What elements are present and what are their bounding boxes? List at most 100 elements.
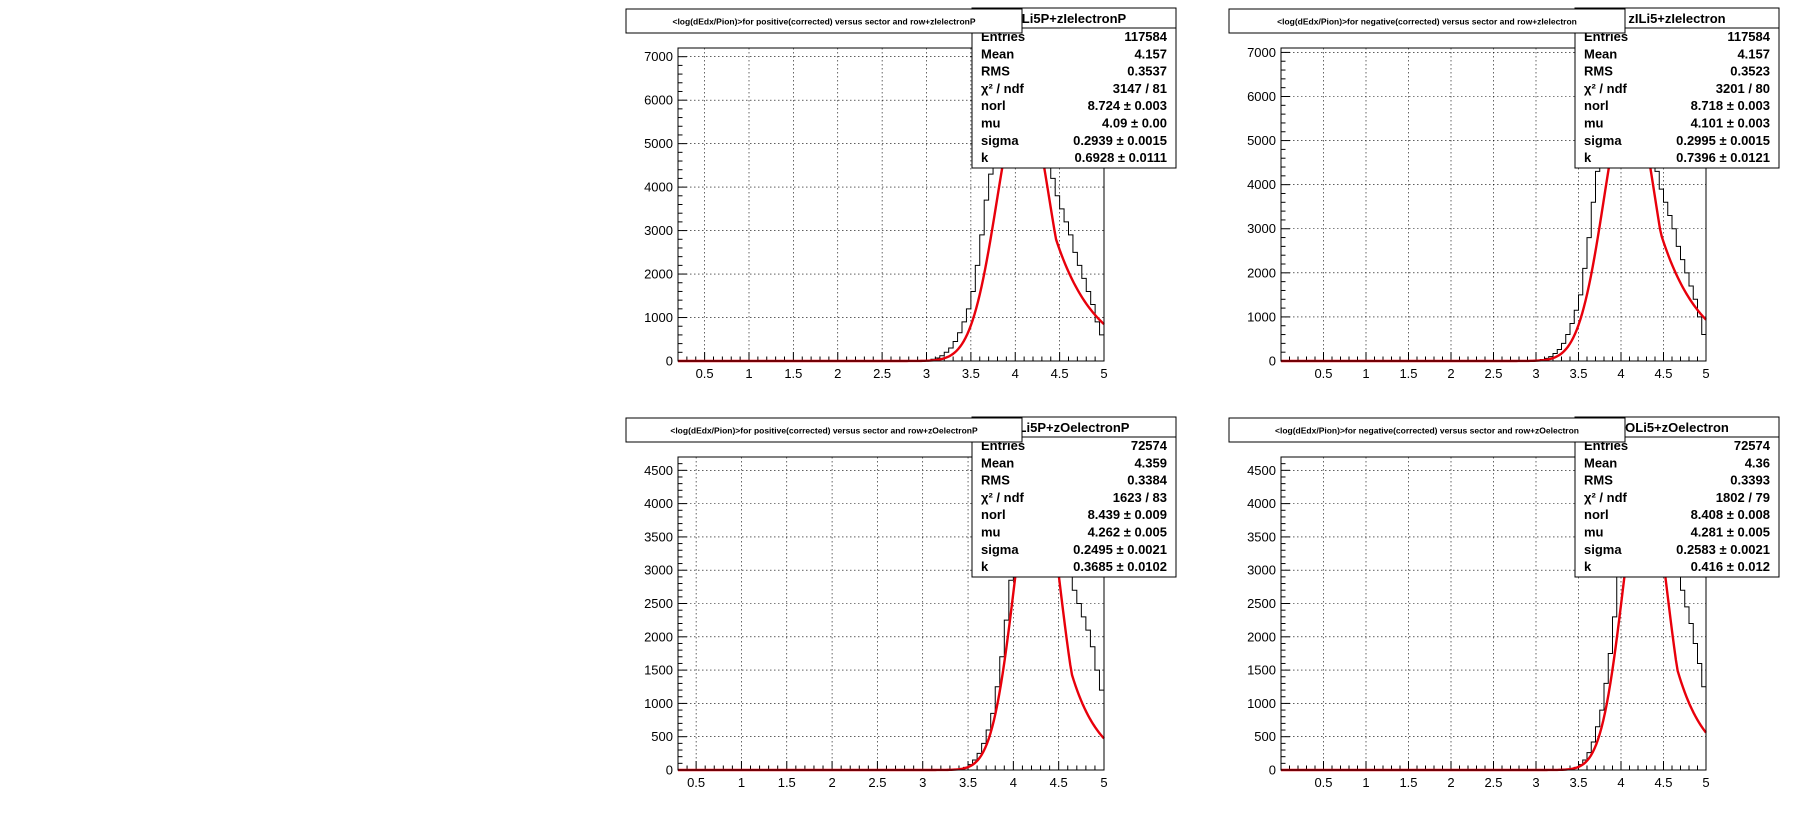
y-tick-label: 4500 [1247, 463, 1276, 478]
stats-entry-name: χ² / ndf [981, 490, 1025, 505]
title-box [1228, 417, 1626, 443]
x-tick-label: 4.5 [1654, 775, 1672, 790]
y-tick-label: 1000 [1247, 309, 1276, 324]
histogram-panel-3: 0.5 1 1.5 2 2.5 3 3.5 4 4.5 5 0 500 1000 1500 2000 2500… [625, 416, 1177, 790]
stats-entry-name: sigma [981, 133, 1019, 148]
stats-entry-name: sigma [1584, 133, 1622, 148]
x-tick-label: 3 [1532, 366, 1539, 381]
stats-title: Li5P+zOelectronP [1019, 420, 1130, 435]
y-tick-label: 6000 [644, 93, 673, 108]
chart-title: <log(dEdx/Pion)>for negative(corrected) … [1277, 17, 1577, 27]
stats-entry-value: 0.3393 [1730, 473, 1770, 488]
y-tick-label: 4000 [1247, 496, 1276, 511]
x-tick-label: 0.5 [1314, 775, 1332, 790]
stats-entry-value: 117584 [1124, 29, 1167, 44]
stats-entry-value: 4.157 [1737, 46, 1770, 61]
stats-entry-value: 1623 / 83 [1113, 490, 1167, 505]
stats-box [971, 7, 1177, 169]
stats-box [971, 416, 1177, 578]
x-tick-label: 1 [1362, 366, 1369, 381]
y-tick-label: 0 [1269, 354, 1276, 369]
y-tick-label: 1000 [644, 696, 673, 711]
stats-entry-name: Mean [1584, 46, 1617, 61]
x-tick-label: 3 [923, 366, 930, 381]
chart-title: <log(dEdx/Pion)>for positive(corrected) … [670, 426, 978, 436]
stats-entry-value: 0.7396 ± 0.0121 [1676, 150, 1770, 165]
x-tick-label: 2.5 [873, 366, 891, 381]
x-tick-label: 4 [1617, 366, 1624, 381]
y-tick-label: 0 [666, 763, 673, 778]
histogram-bins [1281, 100, 1707, 362]
stats-entry-name: RMS [981, 473, 1010, 488]
stats-entry-value: 0.6928 ± 0.0111 [1075, 150, 1167, 165]
y-tick-label: 3000 [644, 563, 673, 578]
histogram-panel-1: 0.5 1 1.5 2 2.5 3 3.5 4 4.5 5 0 1000 2000 3000 4000 500… [625, 7, 1177, 381]
stats-entry-name: Mean [1584, 455, 1617, 470]
title-box [625, 417, 1023, 443]
y-tick-label: 3000 [644, 223, 673, 238]
plot-frame [1280, 456, 1707, 771]
stats-entry-name: χ² / ndf [1584, 81, 1628, 96]
plot-frame [677, 47, 1105, 362]
y-tick-label: 4000 [644, 180, 673, 195]
x-tick-label: 1.5 [1399, 775, 1417, 790]
y-tick-label: 6000 [1247, 89, 1276, 104]
y-tick-label: 4000 [644, 496, 673, 511]
y-tick-label: 7000 [1247, 45, 1276, 60]
stats-entry-name: sigma [1584, 542, 1622, 557]
stats-entry-name: mu [981, 116, 1001, 131]
x-tick-label: 2 [834, 366, 841, 381]
stats-title: zILi5+zIelectron [1628, 11, 1725, 26]
x-tick-label: 3.5 [962, 366, 980, 381]
stats-entry-name: RMS [981, 64, 1010, 79]
y-tick-label: 4500 [644, 463, 673, 478]
stats-entry-value: 8.724 ± 0.003 [1088, 98, 1167, 113]
x-tick-label: 3 [919, 775, 926, 790]
stats-box [1574, 416, 1780, 578]
x-tick-label: 5 [1100, 775, 1107, 790]
stats-entry-value: 4.09 ± 0.00 [1102, 116, 1167, 131]
x-tick-label: 1 [1362, 775, 1369, 790]
x-tick-label: 2 [1447, 366, 1454, 381]
x-tick-label: 2 [828, 775, 835, 790]
stats-entry-name: k [1584, 150, 1592, 165]
stats-entry-value: 4.359 [1134, 455, 1167, 470]
stats-entry-value: 8.718 ± 0.003 [1691, 98, 1770, 113]
stats-entry-value: 0.2995 ± 0.0015 [1676, 133, 1770, 148]
y-tick-label: 0 [666, 354, 673, 369]
stats-entry-value: 8.439 ± 0.009 [1088, 507, 1167, 522]
y-tick-label: 3500 [644, 529, 673, 544]
y-tick-label: 7000 [644, 49, 673, 64]
y-tick-label: 3000 [1247, 563, 1276, 578]
stats-entry-name: norl [981, 507, 1006, 522]
x-tick-label: 3.5 [1569, 366, 1587, 381]
y-tick-label: 2000 [644, 629, 673, 644]
x-tick-label: 3.5 [959, 775, 977, 790]
chart-title: <log(dEdx/Pion)>for negative(corrected) … [1275, 426, 1579, 436]
stats-entry-value: 3201 / 80 [1716, 81, 1770, 96]
x-tick-label: 4.5 [1051, 366, 1069, 381]
stats-entry-value: 4.101 ± 0.003 [1691, 116, 1770, 131]
y-tick-label: 2000 [1247, 629, 1276, 644]
stats-entry-name: k [981, 150, 989, 165]
x-tick-label: 5 [1100, 366, 1107, 381]
stats-entry-name: Mean [981, 46, 1014, 61]
stats-entry-value: 0.416 ± 0.012 [1691, 559, 1770, 574]
x-tick-label: 4 [1617, 775, 1624, 790]
stats-entry-name: mu [981, 525, 1001, 540]
stats-entry-name: χ² / ndf [1584, 490, 1628, 505]
stats-entry-value: 72574 [1734, 438, 1771, 453]
y-tick-label: 2000 [644, 267, 673, 282]
stats-entry-value: 0.2583 ± 0.0021 [1676, 542, 1770, 557]
y-tick-label: 1500 [1247, 663, 1276, 678]
stats-entry-name: RMS [1584, 473, 1613, 488]
x-tick-label: 4 [1010, 775, 1017, 790]
y-tick-label: 3500 [1247, 529, 1276, 544]
stats-entry-value: 117584 [1727, 29, 1770, 44]
x-tick-label: 1.5 [1399, 366, 1417, 381]
y-tick-label: 2500 [1247, 596, 1276, 611]
histogram-panel-2: 0.5 1 1.5 2 2.5 3 3.5 4 4.5 5 0 1000 2000 3000 4000 500… [1228, 7, 1780, 381]
stats-title: OLi5+zOelectron [1625, 420, 1729, 435]
